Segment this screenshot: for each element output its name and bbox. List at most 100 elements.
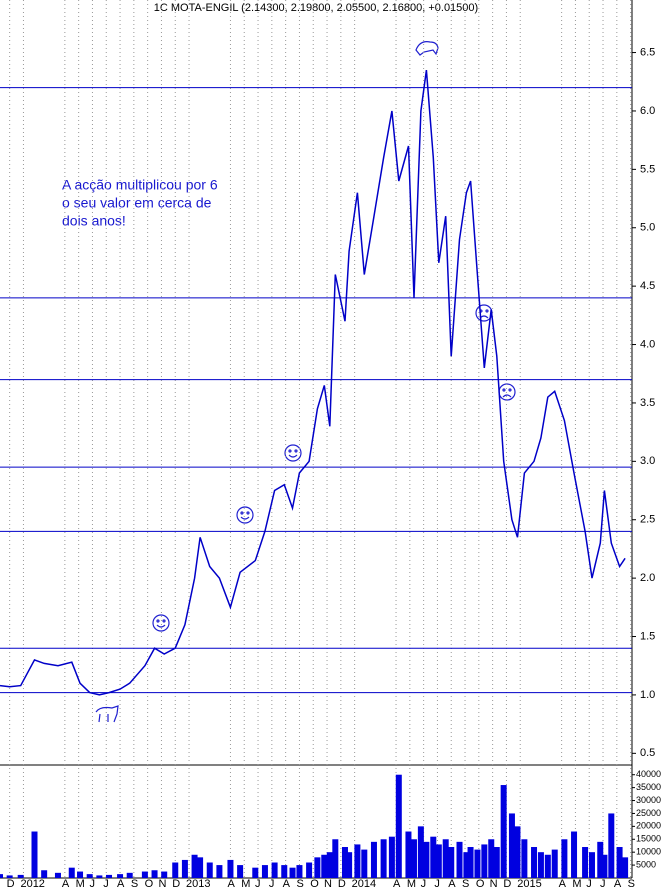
x-tick-label: D [503,878,511,890]
volume-bar [463,852,470,878]
volume-bar [442,839,449,878]
volume-bar [410,839,417,878]
volume-bar [430,836,437,878]
volume-bar [493,847,500,878]
volume-bar [488,839,495,878]
x-tick-label: 2014 [352,878,376,890]
y-tick-label: 5.0 [640,222,655,234]
volume-bar [474,849,481,878]
volume-bar [435,844,442,878]
x-tick-label: A [559,878,567,890]
y-tick-label: 2.0 [640,572,655,584]
x-tick-label: J [600,878,606,890]
volume-bar [370,841,377,878]
volume-bar [448,847,455,878]
y2-tick-label: 20000 [636,821,661,831]
x-tick-label: J [89,878,95,890]
x-tick-label: M [76,878,85,890]
volume-bar [456,841,463,878]
volume-bar [197,857,204,878]
volume-bar [6,875,13,878]
volume-bar [423,841,430,878]
volume-bar [571,831,578,878]
x-tick-label: N [490,878,498,890]
volume-bar [326,852,333,878]
y2-tick-label: 40000 [636,769,661,779]
volume-bar [151,870,158,878]
volume-bar [281,865,288,878]
volume-bar [117,874,124,878]
y2-tick-label: 15000 [636,834,661,844]
x-tick-label: 2012 [20,878,44,890]
x-tick-label: A [227,878,235,890]
x-tick-label: J [255,878,261,890]
annotation: A acção multiplicou por 6 [62,177,218,193]
volume-bar [508,813,515,878]
volume-bar [77,871,84,878]
y2-tick-label: 35000 [636,782,661,792]
volume-bar [17,874,24,878]
volume-bar [481,844,488,878]
volume-bar [41,870,48,878]
price-line [0,70,626,696]
volume-bar [216,865,223,878]
x-tick-label: A [393,878,401,890]
volume-bar [514,826,521,878]
volume-bar [206,862,213,878]
volume-bar [314,857,321,878]
x-tick-label: M [241,878,250,890]
x-tick-label: 2015 [517,878,541,890]
volume-bar [467,847,474,878]
x-tick-label: A [117,878,125,890]
x-tick-label: A [448,878,456,890]
volume-bar [126,872,133,878]
y-tick-label: 4.0 [640,338,655,350]
volume-bar [289,867,296,878]
volume-bar [181,859,188,878]
volume-bar [227,859,234,878]
annotation: o seu valor em cerca de [62,195,212,211]
volume-bar [86,874,93,878]
volume-bar [622,857,629,878]
volume-bar [531,847,538,878]
chart-title: 1C MOTA-ENGIL (2.14300, 2.19800, 2.05500… [154,2,478,14]
volume-bar [597,841,604,878]
volume-bar [537,852,544,878]
y2-tick-label: 10000 [636,847,661,857]
x-tick-label: J [434,878,440,890]
volume-bar [68,867,75,878]
y-tick-label: 4.5 [640,280,655,292]
x-tick-label: J [103,878,109,890]
volume-bar [380,839,387,878]
x-tick-label: N [324,878,332,890]
volume-bar [31,831,38,878]
volume-bar [388,836,395,878]
y-tick-label: 3.0 [640,455,655,467]
volume-bar [616,847,623,878]
volume-bar [252,867,259,878]
annotation: dois anos! [62,213,126,229]
x-tick-label: S [628,878,635,890]
volume-bar [237,865,244,878]
x-tick-label: D [338,878,346,890]
volume-bar [521,839,528,878]
volume-bar [551,849,558,878]
x-tick-label: O [310,878,319,890]
x-tick-label: A [62,878,70,890]
x-tick-label: D [172,878,180,890]
volume-bar [0,874,3,878]
y-tick-label: 0.5 [640,747,655,759]
volume-bar [346,852,353,878]
x-tick-label: 2013 [186,878,210,890]
volume-bar [332,839,339,878]
y2-tick-label: 5000 [636,859,656,869]
volume-bar [361,849,368,878]
x-tick-label: J [269,878,275,890]
volume-bar [354,844,361,878]
volume-bar [417,826,424,878]
x-tick-label: A [283,878,291,890]
volume-bar [96,875,103,878]
y2-tick-label: 25000 [636,808,661,818]
